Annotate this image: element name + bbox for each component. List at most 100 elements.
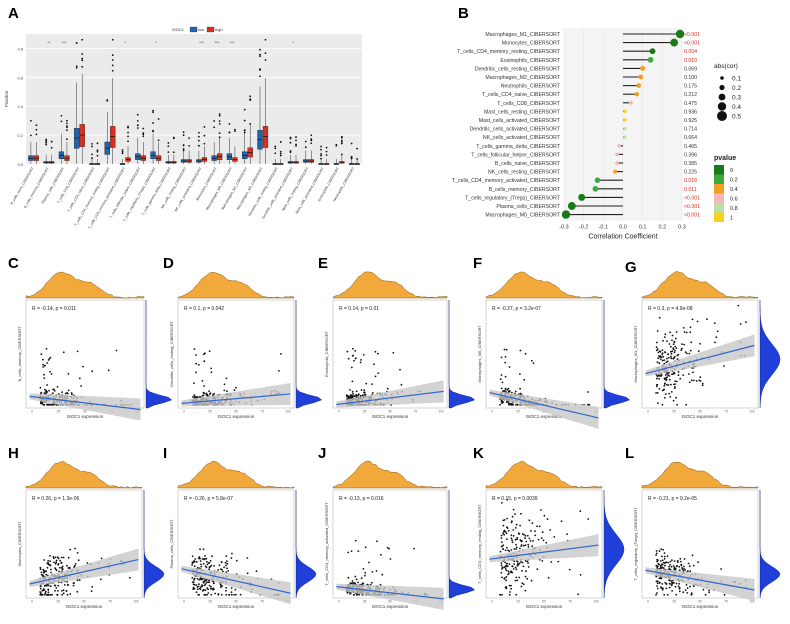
data-point bbox=[698, 379, 701, 382]
data-point bbox=[672, 399, 675, 402]
outlier-point bbox=[213, 126, 216, 129]
y-axis-label: Eosinophils_CIBERSORT bbox=[324, 330, 329, 377]
data-point bbox=[655, 580, 658, 583]
outlier-point bbox=[35, 133, 38, 136]
data-point bbox=[673, 581, 675, 584]
outlier-point bbox=[142, 132, 145, 134]
data-point bbox=[506, 546, 508, 549]
outlier-point bbox=[136, 119, 139, 122]
outlier-point bbox=[310, 134, 313, 137]
data-point bbox=[657, 402, 659, 404]
data-point bbox=[46, 362, 49, 364]
x-tick-label: 0 bbox=[31, 410, 33, 414]
data-point bbox=[49, 356, 52, 359]
data-point bbox=[664, 564, 666, 567]
outlier-point bbox=[243, 129, 246, 132]
x-tick-label: 0.1 bbox=[639, 225, 647, 231]
data-point bbox=[359, 361, 362, 364]
y-tick-label: 0.8 bbox=[17, 46, 23, 51]
data-point bbox=[354, 582, 356, 585]
lollipop-dot bbox=[649, 48, 656, 55]
data-point bbox=[678, 582, 680, 585]
data-point bbox=[203, 392, 206, 395]
p-value-label: 0.100 bbox=[684, 75, 697, 81]
data-point bbox=[663, 336, 666, 338]
data-point bbox=[519, 373, 521, 375]
data-point bbox=[690, 379, 693, 382]
data-point bbox=[515, 403, 517, 406]
data-point bbox=[364, 572, 367, 574]
data-point bbox=[503, 529, 506, 532]
data-point bbox=[228, 593, 231, 596]
y-axis-label: Macrophages_M0_CIBERSORT bbox=[477, 325, 482, 383]
data-point bbox=[663, 552, 666, 554]
data-point bbox=[505, 563, 508, 565]
data-point bbox=[226, 567, 228, 570]
data-point bbox=[524, 352, 527, 355]
data-point bbox=[205, 557, 208, 560]
data-point bbox=[674, 585, 677, 588]
right-density bbox=[603, 490, 625, 599]
regression-line bbox=[181, 393, 291, 404]
p-value-label: <0.001 bbox=[684, 32, 700, 38]
data-point bbox=[510, 571, 513, 574]
data-point bbox=[689, 326, 692, 329]
data-point bbox=[91, 585, 94, 588]
data-point bbox=[191, 576, 194, 579]
outlier-point bbox=[320, 153, 322, 155]
data-point bbox=[208, 390, 211, 392]
data-point bbox=[193, 382, 195, 384]
data-point bbox=[353, 395, 356, 398]
data-point bbox=[507, 570, 510, 573]
data-point bbox=[195, 362, 198, 365]
data-point bbox=[500, 564, 503, 566]
correlation-stat: R = 0.14, p = 0.01 bbox=[339, 306, 379, 312]
data-point bbox=[234, 588, 237, 591]
outlier-point bbox=[35, 128, 38, 131]
data-point bbox=[502, 524, 505, 527]
data-point bbox=[388, 547, 390, 550]
outlier-point bbox=[325, 146, 328, 149]
data-point bbox=[691, 554, 694, 557]
regression-line bbox=[336, 390, 444, 406]
data-point bbox=[687, 570, 689, 572]
right-density bbox=[603, 300, 631, 409]
panel-label-i: I bbox=[163, 445, 167, 462]
data-point bbox=[86, 562, 89, 564]
data-point bbox=[549, 529, 552, 531]
data-point bbox=[659, 351, 662, 353]
data-point bbox=[499, 378, 502, 380]
data-point bbox=[706, 318, 708, 321]
data-point bbox=[47, 359, 50, 361]
data-point bbox=[664, 581, 667, 584]
data-point bbox=[210, 586, 212, 588]
data-point bbox=[204, 593, 207, 596]
data-point bbox=[193, 394, 196, 396]
p-value-label: 0.004 bbox=[684, 49, 697, 55]
outlier-point bbox=[203, 142, 206, 145]
data-point bbox=[74, 547, 76, 550]
data-point bbox=[359, 394, 362, 397]
data-point bbox=[47, 584, 50, 587]
outlier-point bbox=[243, 108, 246, 111]
x-tick-label: 0 bbox=[183, 410, 185, 414]
data-point bbox=[62, 589, 65, 592]
y-axis-label: T_cells_CD4_memory_resting_CIBERSORT bbox=[477, 504, 482, 584]
data-point bbox=[196, 588, 199, 591]
data-point bbox=[664, 351, 667, 354]
x-axis-label: ISOC1 expression bbox=[67, 414, 104, 419]
data-point bbox=[225, 587, 228, 589]
data-point bbox=[504, 549, 507, 552]
data-point bbox=[656, 385, 658, 388]
data-point bbox=[503, 348, 506, 351]
x-axis-label: ISOC1 expression bbox=[218, 604, 255, 609]
regression-line bbox=[645, 569, 755, 591]
outlier-point bbox=[81, 65, 84, 68]
color-legend-label: 0.8 bbox=[730, 206, 738, 212]
data-point bbox=[521, 561, 524, 564]
data-point bbox=[501, 399, 503, 402]
data-point bbox=[501, 593, 503, 596]
lollipop-dot bbox=[567, 202, 576, 210]
outlier-point bbox=[29, 119, 32, 122]
p-value-label: 0.225 bbox=[684, 170, 697, 176]
